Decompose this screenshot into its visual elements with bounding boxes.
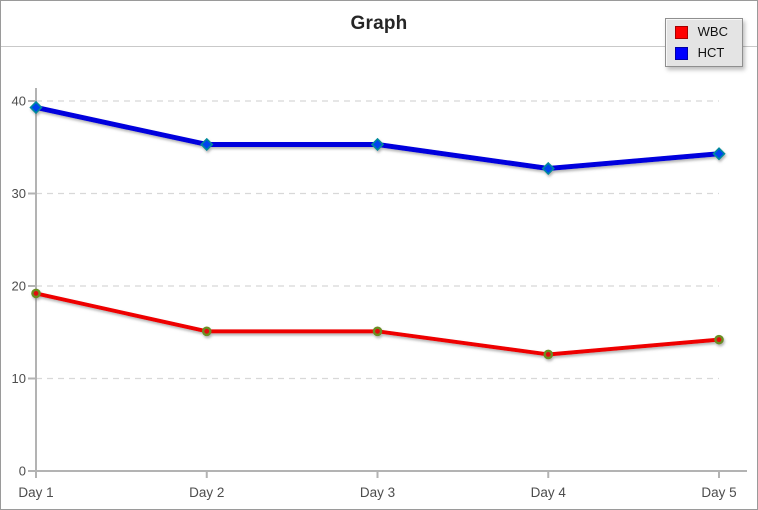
legend-item-wbc: WBC <box>674 24 728 39</box>
wbc-point-2 <box>201 326 212 337</box>
hct-point-1 <box>29 100 43 115</box>
wbc-line <box>34 291 721 357</box>
chart-legend: WBC HCT <box>664 18 743 67</box>
x-tick-label: Day 4 <box>531 485 567 500</box>
chart-title-bar: Graph <box>1 1 757 47</box>
y-tick-label: 40 <box>12 94 26 109</box>
x-tick-label: Day 1 <box>18 485 53 500</box>
wbc-point-5 <box>714 334 724 345</box>
hct-point-4 <box>541 161 555 176</box>
wbc-point-4 <box>543 349 554 360</box>
chart-title: Graph <box>350 12 408 34</box>
legend-item-hct: HCT <box>674 45 728 60</box>
wbc-color-swatch <box>674 25 688 39</box>
hct-color-swatch <box>674 46 688 60</box>
hct-series <box>29 100 726 176</box>
hct-point-3 <box>370 137 385 152</box>
legend-label-hct: HCT <box>697 45 725 60</box>
wbc-point-3 <box>372 326 383 337</box>
hct-point-2 <box>200 137 214 152</box>
y-tick-label: 10 <box>12 371 26 386</box>
y-tick-label: 0 <box>19 464 26 479</box>
x-tick-label: Day 2 <box>189 485 224 500</box>
y-tick-label: 20 <box>12 279 26 294</box>
hct-point-5 <box>712 147 726 161</box>
y-tick-label: 30 <box>12 186 26 201</box>
wbc-point-1 <box>31 288 41 299</box>
legend-label-wbc: WBC <box>697 24 728 39</box>
x-tick-label: Day 5 <box>701 485 736 500</box>
wbc-series <box>31 288 724 360</box>
x-tick-label: Day 3 <box>360 485 395 500</box>
